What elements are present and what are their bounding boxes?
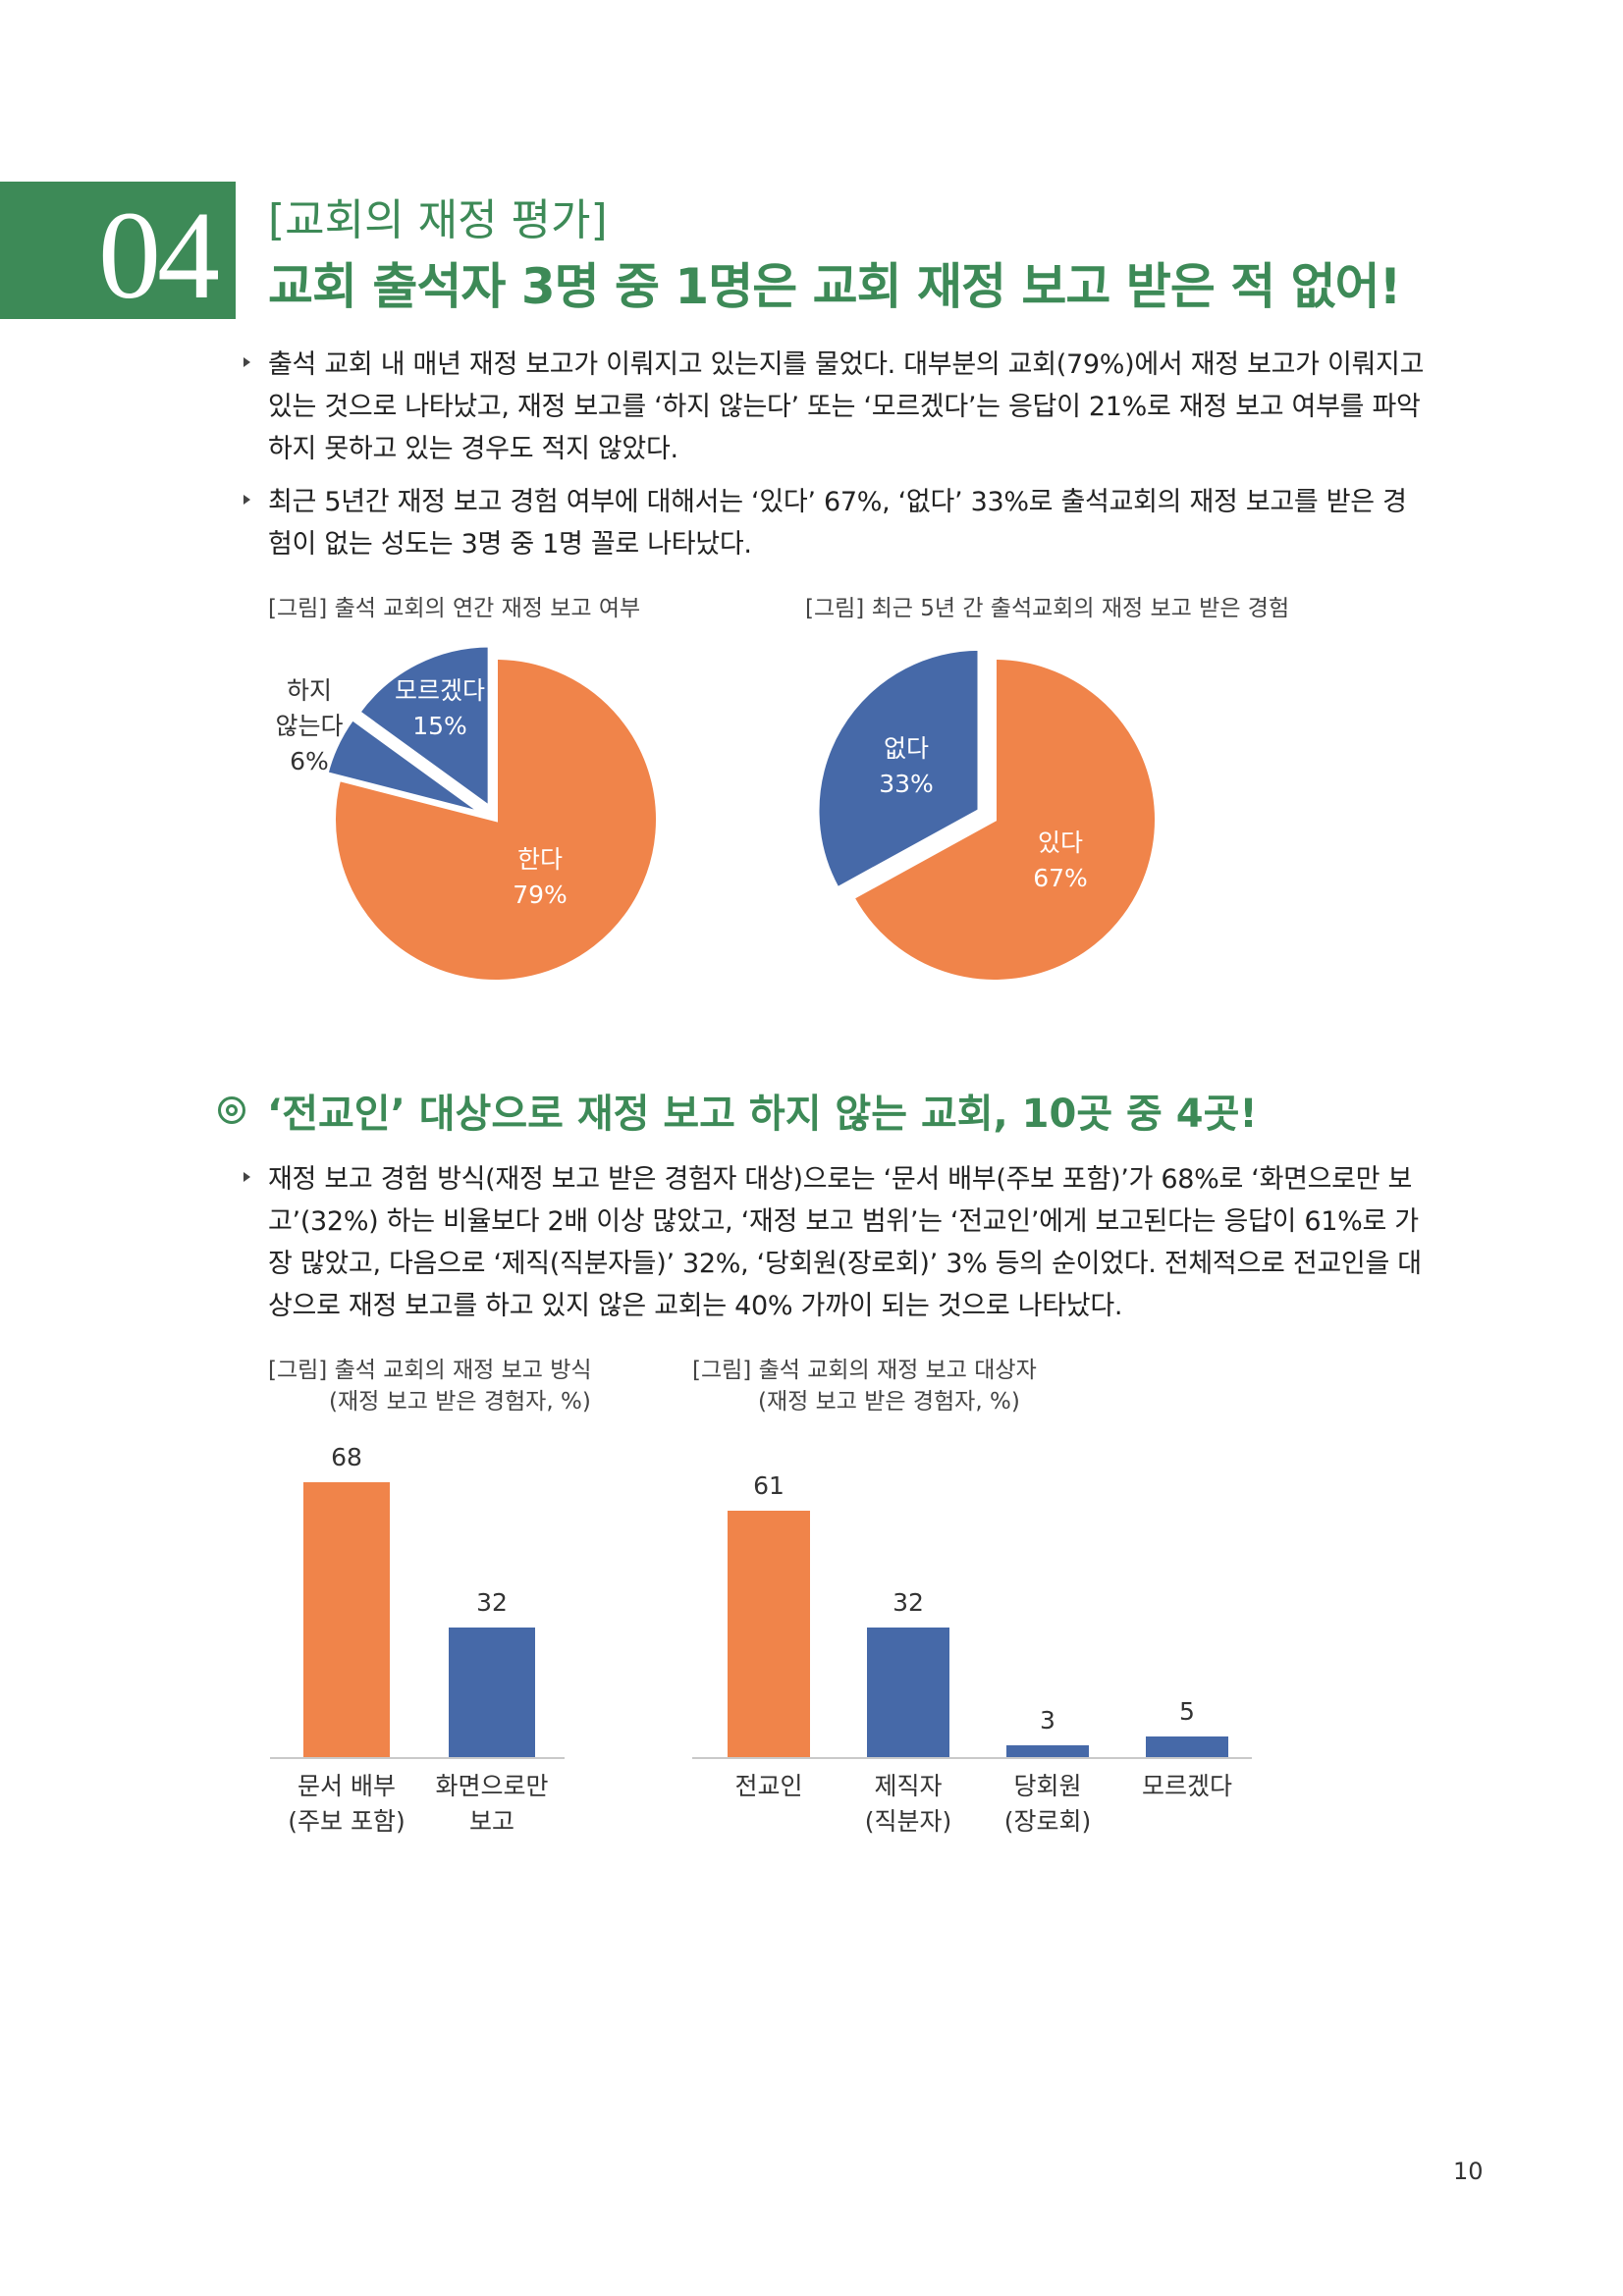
bar (303, 1482, 390, 1757)
bullet-icon (243, 495, 250, 505)
slice-pct: 79% (513, 881, 568, 909)
bar-value-label: 32 (476, 1588, 508, 1618)
bar1-title: [그림] 출석 교회의 재정 보고 방식 (268, 1358, 592, 1383)
section-number: 04 (98, 186, 220, 325)
pie2-chart (815, 646, 1159, 984)
bar-category-label: (주보 포함) (288, 1807, 406, 1836)
bar2-subtitle: (재정 보고 받은 경험자, %) (758, 1389, 1020, 1415)
bar-value-label: 61 (753, 1470, 784, 1500)
bar-category-label: 제직자 (874, 1772, 943, 1800)
bar (1006, 1744, 1089, 1757)
bar-category-label: 문서 배부 (298, 1772, 396, 1800)
bar-value-label: 32 (893, 1588, 924, 1618)
slice-label: 한다 (516, 845, 563, 874)
pie1-chart (324, 643, 660, 984)
paragraph-3: 재정 보고 경험 방식(재정 보고 받은 경험자 대상)으로는 ‘문서 배부(주… (268, 1158, 1476, 1327)
pie1-label-no: 하지 않는다 6% (260, 673, 358, 779)
bar-value-label: 3 (1040, 1705, 1055, 1735)
bar-category: 문서 배부 (주보 포함) (278, 1769, 415, 1840)
paragraph-line: 상으로 재정 보고를 하고 있지 않은 교회는 40% 가까이 되는 것으로 나… (268, 1291, 1123, 1321)
page-number: 10 (1453, 2158, 1484, 2185)
bullet-icon (243, 1172, 250, 1182)
bar-category-label: 화면으로만 (435, 1772, 549, 1800)
bar-category-label: 모르겠다 (1141, 1772, 1232, 1800)
pie2-slice (815, 646, 982, 892)
slice-pct: 33% (879, 770, 934, 798)
bar (728, 1510, 810, 1757)
paragraph-line: 최근 5년간 재정 보고 경험 여부에 대해서는 ‘있다’ 67%, ‘없다’ … (268, 487, 1407, 517)
bar-category: 당회원 (장로회) (979, 1769, 1116, 1840)
bar-chart-audience: 61 전교인 32 제직자 (직분자) 3 당회원 (장로회) 5 모르겠다 (692, 1423, 1252, 1836)
bar (1146, 1736, 1228, 1757)
pie2-label-no: 없다 33% (857, 731, 955, 802)
bar (867, 1628, 949, 1757)
slice-pct: 67% (1033, 864, 1088, 892)
bar-category-label: 전교인 (734, 1772, 803, 1800)
page-title: 교회 출석자 3명 중 1명은 교회 재정 보고 받은 적 없어! (268, 258, 1401, 315)
bar-baseline (692, 1757, 1252, 1759)
slice-label: 하지 (286, 676, 332, 705)
bar (449, 1628, 535, 1757)
paragraph-2: 최근 5년간 재정 보고 경험 여부에 대해서는 ‘있다’ 67%, ‘없다’ … (268, 481, 1476, 565)
section2-title: ‘전교인’ 대상으로 재정 보고 하지 않는 교회, 10곳 중 4곳! (267, 1092, 1258, 1137)
bar-category-label: 보고 (468, 1807, 514, 1836)
bar-category-label: (장로회) (1003, 1807, 1092, 1836)
pie1-label-yes: 한다 79% (491, 842, 589, 913)
bar-value-label: 5 (1179, 1697, 1195, 1727)
slice-label: 모르겠다 (394, 676, 485, 705)
bar-baseline (270, 1757, 565, 1759)
section-subtitle: [교회의 재정 평가] (268, 195, 608, 245)
pie1-slice (355, 643, 492, 812)
pie1-figure-title: [그림] 출석 교회의 연간 재정 보고 여부 (268, 596, 641, 621)
slice-pct: 6% (290, 747, 329, 775)
pie1-label-unknown: 모르겠다 15% (386, 673, 494, 744)
section-number-box (0, 182, 236, 319)
bar-value-label: 68 (331, 1443, 362, 1471)
paragraph-line: 재정 보고 경험 방식(재정 보고 받은 경험자 대상)으로는 ‘문서 배부(주… (268, 1164, 1413, 1195)
bar1-subtitle: (재정 보고 받은 경험자, %) (329, 1389, 591, 1415)
bar-category: 모르겠다 (1118, 1769, 1256, 1804)
slice-label: 없다 (883, 734, 929, 763)
pie2-slice (849, 655, 1159, 984)
paragraph-line: 출석 교회 내 매년 재정 보고가 이뤄지고 있는지를 물었다. 대부분의 교회… (268, 349, 1425, 380)
pie1-slice (332, 655, 660, 984)
pie-charts (324, 643, 1159, 984)
pie1-slice (324, 716, 485, 816)
slice-label: 않는다 (275, 712, 344, 740)
bar2-title: [그림] 출석 교회의 재정 보고 대상자 (692, 1358, 1037, 1383)
paragraph-line: 하지 못하고 있는 경우도 적지 않았다. (268, 434, 678, 464)
bar-category-label: (직분자) (864, 1807, 952, 1836)
bullet-icon (243, 357, 250, 367)
paragraph-line: 있는 것으로 나타났고, 재정 보고를 ‘하지 않는다’ 또는 ‘모르겠다’는 … (268, 392, 1421, 422)
bar-category: 전교인 (700, 1769, 838, 1804)
paragraph-line: 장 많았고, 다음으로 ‘제직(직분자들)’ 32%, ‘당회원(장로회)’ 3… (268, 1249, 1422, 1279)
paragraph-line: 고’(32%) 하는 비율보다 2배 이상 많았고, ‘재정 보고 범위’는 ‘… (268, 1206, 1419, 1237)
slice-pct: 15% (412, 712, 467, 740)
double-circle-icon (218, 1096, 245, 1124)
bar-category: 제직자 (직분자) (839, 1769, 977, 1840)
paragraph-1: 출석 교회 내 매년 재정 보고가 이뤄지고 있는지를 물었다. 대부분의 교회… (268, 344, 1476, 470)
slice-label: 있다 (1037, 828, 1083, 857)
pie2-figure-title: [그림] 최근 5년 간 출석교회의 재정 보고 받은 경험 (805, 596, 1290, 621)
bar-category-label: 당회원 (1013, 1772, 1082, 1800)
paragraph-line: 험이 없는 성도는 3명 중 1명 꼴로 나타났다. (268, 529, 752, 560)
pie2-label-yes: 있다 67% (1011, 826, 1109, 896)
